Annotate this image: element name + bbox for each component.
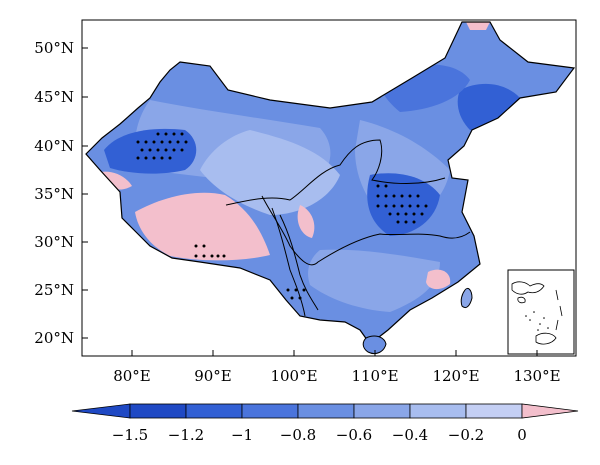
country-border	[85, 21, 576, 345]
lat-label-20: 20°N	[34, 329, 74, 347]
colorbar-segment	[353, 403, 411, 419]
taiwan-island	[460, 287, 473, 309]
lon-label-90: 90°E	[194, 367, 232, 385]
yangtze-river	[261, 195, 471, 266]
inset-frame	[507, 269, 575, 355]
china-field	[86, 22, 574, 344]
colorbar-label: −1	[231, 426, 253, 444]
colorbar-segment	[129, 403, 187, 419]
lat-label-25: 25°N	[34, 281, 74, 299]
colorbar-right-arrow	[521, 403, 579, 419]
lat-label-35: 35°N	[34, 185, 74, 203]
colorbar-left-arrow	[71, 403, 131, 419]
positive-northeast-tip	[466, 22, 490, 30]
colorbar-segment	[185, 403, 243, 419]
inset-borneo	[535, 332, 557, 345]
positive-tibet	[135, 192, 270, 261]
mekong-river	[271, 207, 306, 317]
inset-hainan	[517, 296, 526, 304]
lon-label-110: 110°E	[351, 367, 398, 385]
colorbar	[71, 403, 579, 419]
colorbar-label: −0.8	[280, 426, 316, 444]
yellow-river	[225, 139, 446, 206]
significance-dots	[136, 132, 428, 300]
colorbar-segment	[297, 403, 355, 419]
lon-ticks	[131, 350, 538, 356]
dots-central	[376, 184, 428, 224]
dots-tibet-south	[194, 244, 226, 258]
positive-southeast	[426, 269, 451, 290]
lat-label-30: 30°N	[34, 233, 74, 251]
salween-river	[279, 214, 319, 311]
hainan-island	[362, 335, 387, 355]
colorbar-label: 0	[517, 426, 527, 444]
colorbar-label: −1.2	[168, 426, 204, 444]
colorbar-label: −0.2	[448, 426, 484, 444]
dots-yunnan	[286, 288, 306, 300]
contour-lightest-plateau	[200, 130, 340, 215]
lat-label-40: 40°N	[34, 137, 74, 155]
lat-label-50: 50°N	[34, 39, 74, 57]
lon-label-120: 120°E	[432, 367, 479, 385]
colorbar-segment	[465, 403, 523, 419]
inset-philippines	[555, 289, 563, 331]
colorbar-label: −0.6	[336, 426, 372, 444]
lat-ticks	[82, 47, 88, 339]
lon-label-100: 100°E	[270, 367, 317, 385]
lat-label-45: 45°N	[34, 88, 74, 106]
lon-label-130: 130°E	[513, 367, 560, 385]
south-china-sea-inset	[507, 269, 575, 355]
lon-label-80: 80°E	[113, 367, 151, 385]
positive-qinghai	[297, 205, 315, 238]
contour-dark-northeast	[457, 83, 520, 131]
contour-light-south	[308, 249, 440, 312]
dots-tarim	[136, 132, 188, 160]
colorbar-label: −1.5	[112, 426, 148, 444]
colorbar-label: −0.4	[392, 426, 428, 444]
colorbar-segment	[409, 403, 467, 419]
inset-islands	[525, 311, 549, 331]
contour-dark-central	[367, 173, 440, 236]
inset-coast	[511, 281, 545, 295]
colorbar-segment	[241, 403, 299, 419]
